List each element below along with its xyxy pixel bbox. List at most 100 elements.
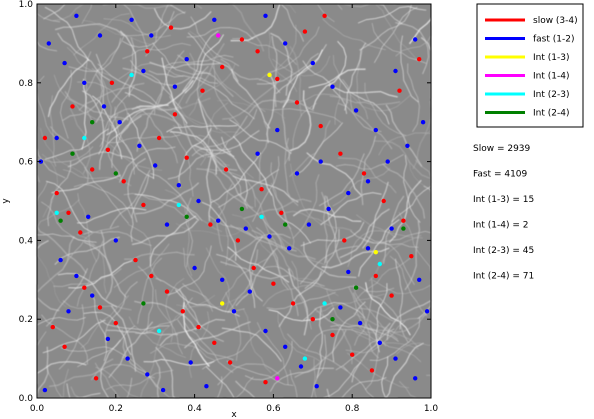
streamline (149, 61, 221, 69)
streamline (193, 130, 260, 151)
streamline (248, 236, 264, 302)
streamline (375, 4, 419, 62)
streamline (351, 328, 419, 350)
data-point (306, 222, 312, 227)
data-point (417, 277, 422, 282)
streamline (82, 19, 151, 45)
data-point (294, 100, 300, 105)
streamline (272, 55, 331, 77)
data-point (70, 151, 75, 156)
streamline (294, 329, 347, 378)
series-4 (54, 72, 382, 361)
data-point (82, 80, 87, 86)
data-point (188, 360, 193, 365)
streamline (166, 125, 238, 133)
streamline (221, 136, 248, 202)
streamline (339, 208, 390, 259)
streamline (407, 63, 420, 132)
streamline (351, 322, 391, 383)
data-point (74, 13, 79, 18)
streamline (385, 342, 424, 399)
streamline (100, 339, 121, 399)
data-point (263, 380, 268, 385)
streamline (184, 34, 224, 94)
y-tick-labels: 0.0 0.2 0.4 0.6 0.8 1.0 (19, 0, 34, 404)
streamline (256, 52, 319, 85)
data-point (283, 41, 288, 46)
streamline (300, 221, 365, 247)
data-point (212, 340, 217, 345)
streamline (44, 6, 90, 62)
streamline (108, 321, 154, 379)
data-point (192, 265, 197, 271)
data-point (385, 159, 390, 164)
data-point (302, 29, 308, 34)
streamline (332, 301, 366, 362)
streamline (67, 151, 136, 168)
streamline (388, 179, 422, 243)
data-point (66, 309, 71, 314)
streamline (189, 311, 210, 378)
streamline (216, 253, 256, 309)
streamline (60, 69, 72, 139)
data-point (365, 179, 371, 184)
streamline (378, 132, 432, 156)
streamline (58, 304, 85, 370)
data-point (231, 309, 237, 314)
streamline (179, 288, 224, 342)
x-axis-title: x (231, 410, 237, 419)
streamline (111, 37, 135, 103)
data-point (78, 230, 83, 235)
data-point (54, 210, 59, 215)
data-point (74, 273, 79, 279)
data-point (184, 214, 189, 219)
streamline (395, 258, 404, 330)
streamline (109, 105, 180, 118)
data-point (113, 320, 119, 326)
streamline (398, 212, 432, 274)
x-tick-label: 0.0 (30, 404, 45, 414)
streamline (266, 291, 336, 310)
streamline (322, 18, 386, 51)
streamline (220, 58, 281, 94)
streamline (332, 167, 391, 207)
streamline (53, 268, 122, 287)
data-point (255, 49, 260, 54)
data-point (401, 218, 406, 223)
streamline (44, 128, 109, 160)
streamline (36, 75, 58, 141)
data-point (417, 57, 422, 62)
data-point (287, 246, 292, 251)
streamline (155, 289, 183, 355)
streamline (95, 53, 105, 123)
streamline (122, 43, 191, 59)
streamline (159, 318, 226, 346)
streamline (308, 40, 347, 89)
data-point (310, 60, 315, 66)
streamline (104, 281, 138, 343)
streamline (82, 90, 104, 155)
data-point (389, 226, 394, 231)
streamline (289, 90, 312, 152)
streamline (302, 60, 348, 114)
streamline (109, 169, 151, 229)
data-point (62, 60, 67, 66)
data-point (275, 376, 280, 381)
data-point (196, 324, 201, 330)
streamline (106, 113, 122, 181)
data-point (70, 104, 75, 109)
streamline (227, 246, 290, 283)
data-point (413, 376, 418, 381)
streamline (369, 317, 421, 361)
x-tick-label: 0.8 (345, 404, 360, 414)
data-point (200, 88, 205, 93)
streamline (91, 68, 112, 135)
streamline (217, 100, 286, 119)
data-points (38, 13, 430, 393)
legend-label: slow (3-4) (533, 16, 578, 26)
streamline (197, 98, 235, 158)
streamline (42, 319, 106, 354)
streamline (318, 153, 365, 207)
data-point (377, 261, 382, 267)
